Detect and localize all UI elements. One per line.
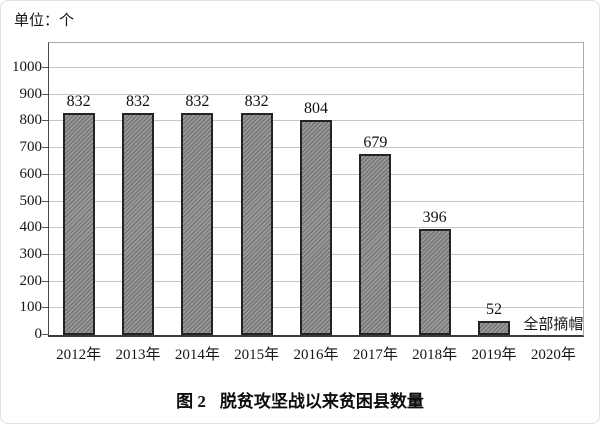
y-tick-800 — [42, 120, 48, 122]
x-tick-label-2019年: 2019年 — [471, 347, 517, 363]
bar-value-2015年: 832 — [244, 92, 269, 110]
y-tick-500 — [42, 200, 48, 202]
y-tick-0 — [42, 334, 48, 335]
y-tick-label-300: 300 — [19, 245, 43, 262]
y-tick-label-700: 700 — [19, 139, 43, 156]
y-tick-700 — [42, 147, 48, 149]
y-tick-label-1000: 1000 — [12, 59, 42, 75]
figure-number: 图 2 — [176, 392, 206, 411]
x-tick-label-2012年: 2012年 — [56, 347, 102, 363]
y-tick-label-0: 0 — [34, 326, 43, 342]
x-tick-label-2020年: 2020年 — [530, 347, 576, 363]
bar-2012年 — [62, 112, 95, 335]
x-tick-label-2013年: 2013年 — [115, 347, 161, 363]
y-tick-400 — [42, 227, 48, 229]
y-tick-100 — [42, 307, 48, 309]
bar-value-2018年: 396 — [422, 209, 447, 227]
figure-caption: 图 2 脱贫攻坚战以来贫困县数量 — [1, 387, 599, 412]
bar-2015年 — [240, 112, 273, 335]
bar-2013年 — [122, 112, 154, 335]
bar-value-2016年: 804 — [304, 100, 328, 118]
bar-2018年 — [418, 229, 451, 335]
x-tick-label-2015年: 2015年 — [234, 347, 280, 363]
y-tick-label-200: 200 — [19, 272, 43, 289]
x-tick-label-2018年: 2018年 — [412, 347, 458, 363]
bar-2014年 — [181, 112, 214, 335]
bar-value-2019年: 52 — [486, 301, 502, 319]
bar-2016年 — [300, 120, 332, 335]
y-tick-1000 — [42, 67, 48, 68]
bar-2019年 — [478, 321, 510, 335]
y-tick-label-800: 800 — [19, 112, 43, 129]
gridline-900 — [49, 93, 583, 95]
y-tick-600 — [42, 173, 48, 175]
y-tick-label-600: 600 — [19, 165, 43, 182]
x-tick-label-2016年: 2016年 — [293, 347, 339, 363]
y-tick-label-400: 400 — [19, 219, 43, 236]
bar-value-2017年: 679 — [363, 133, 388, 151]
y-tick-label-100: 100 — [19, 299, 43, 316]
bar-2017年 — [359, 153, 392, 335]
unit-label: 单位：个 — [14, 13, 75, 29]
plot-area: 832 832 832 832 804 679 396 52 全部摘帽 — [42, 42, 584, 337]
y-tick-300 — [42, 253, 48, 255]
bar-value-2014年: 832 — [185, 92, 210, 110]
y-tick-label-900: 900 — [19, 85, 43, 102]
y-tick-200 — [42, 280, 48, 282]
x-axis-labels: 2012年 2013年 2014年 2015年 2016年 2017年 2018年 2019年… — [48, 343, 584, 363]
y-tick-label-500: 500 — [19, 192, 43, 209]
bar-value-2013年: 832 — [126, 92, 150, 110]
x-tick-label-2014年: 2014年 — [174, 347, 220, 363]
figure-title: 脱贫攻坚战以来贫困县数量 — [219, 392, 424, 411]
bar-value-2012年: 832 — [66, 92, 91, 110]
x-tick-label-2017年: 2017年 — [352, 347, 398, 363]
y-tick-900 — [42, 93, 48, 95]
annotation-全部摘帽: 全部摘帽 — [523, 317, 584, 333]
y-axis-labels: 0 100 200 300 400 500 600 700 800 900 1000 — [1, 42, 43, 342]
gridline-1000 — [49, 67, 583, 68]
